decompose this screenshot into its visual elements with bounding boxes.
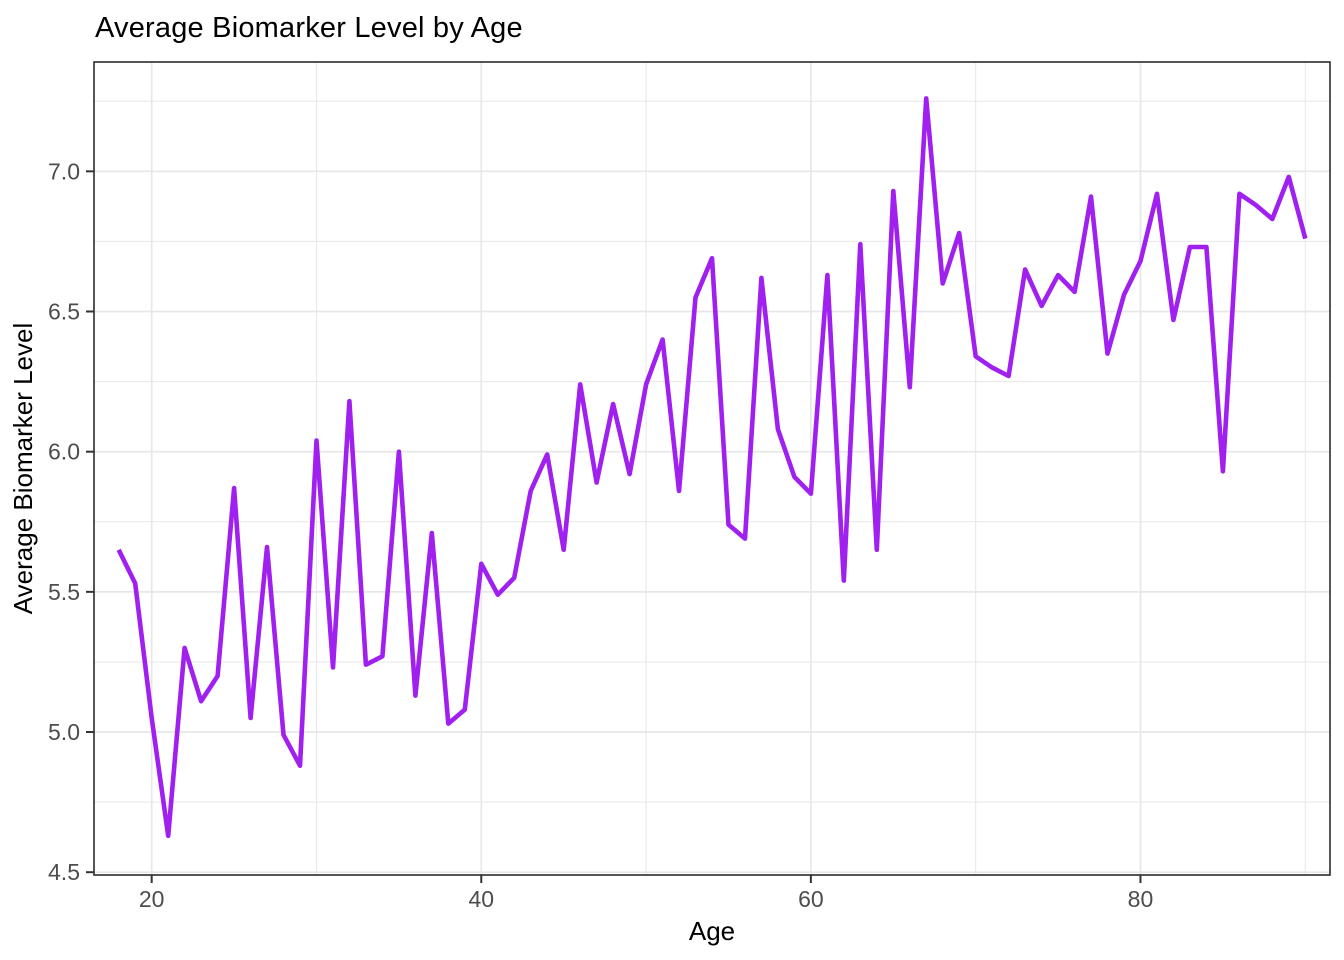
panel-border — [93, 61, 1331, 876]
y-tick-label: 5.0 — [48, 719, 80, 745]
x-tick-label: 60 — [798, 886, 824, 912]
x-tick-label: 20 — [139, 886, 165, 912]
x-tick-label: 40 — [468, 886, 494, 912]
x-tick-label: 80 — [1128, 886, 1154, 912]
x-axis-title: Age — [689, 916, 735, 946]
y-axis-title: Average Biomarker Level — [8, 323, 38, 614]
biomarker-line — [116, 96, 1308, 839]
y-tick-label: 4.5 — [48, 859, 80, 885]
y-tick-label: 7.0 — [48, 158, 80, 184]
chart-title: Average Biomarker Level by Age — [95, 12, 523, 44]
y-tick-label: 6.5 — [48, 299, 80, 325]
y-tick-label: 5.5 — [48, 579, 80, 605]
y-tick-label: 6.0 — [48, 439, 80, 465]
plot-panel — [94, 62, 1330, 875]
